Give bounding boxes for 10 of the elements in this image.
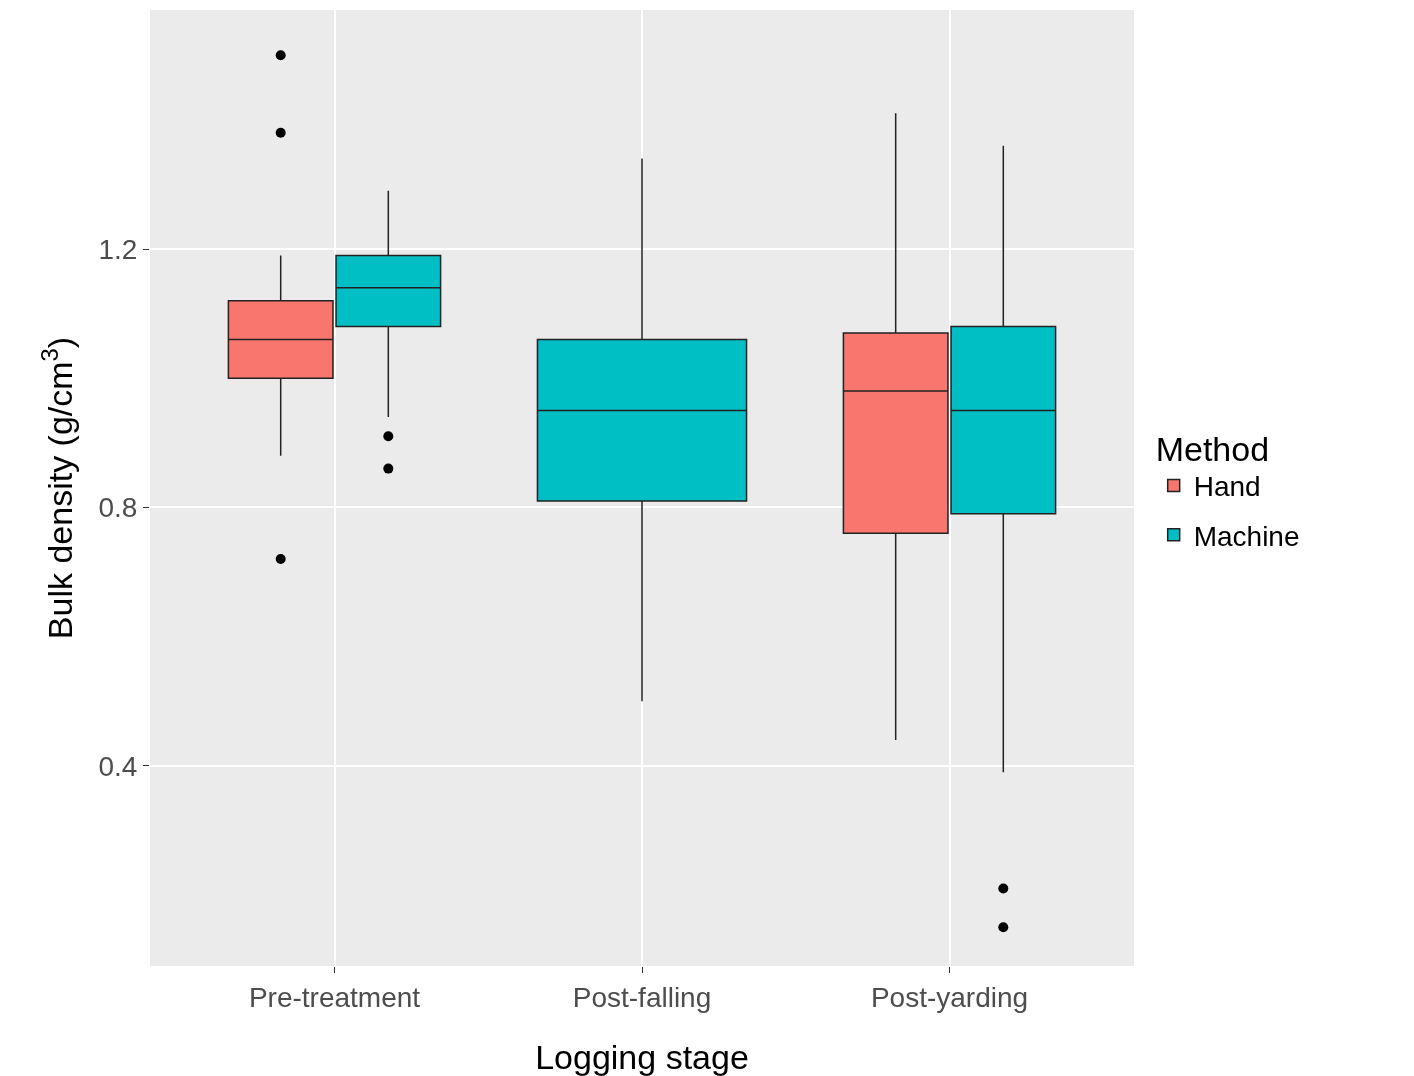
legend-title: Method	[1155, 429, 1270, 468]
y-tick-label: 0.4	[98, 750, 138, 782]
x-axis-title: Logging stage	[535, 1038, 749, 1076]
x-tick-label: Post-yarding	[870, 981, 1029, 1013]
y-tick-label: 1.2	[98, 233, 138, 265]
x-tick-label: Pre-treatment	[248, 981, 421, 1013]
legend-label: Machine	[1193, 520, 1300, 552]
legend-label: Hand	[1193, 471, 1261, 503]
x-tick-label: Post-falling	[572, 981, 712, 1013]
y-tick-label: 0.8	[98, 492, 138, 524]
